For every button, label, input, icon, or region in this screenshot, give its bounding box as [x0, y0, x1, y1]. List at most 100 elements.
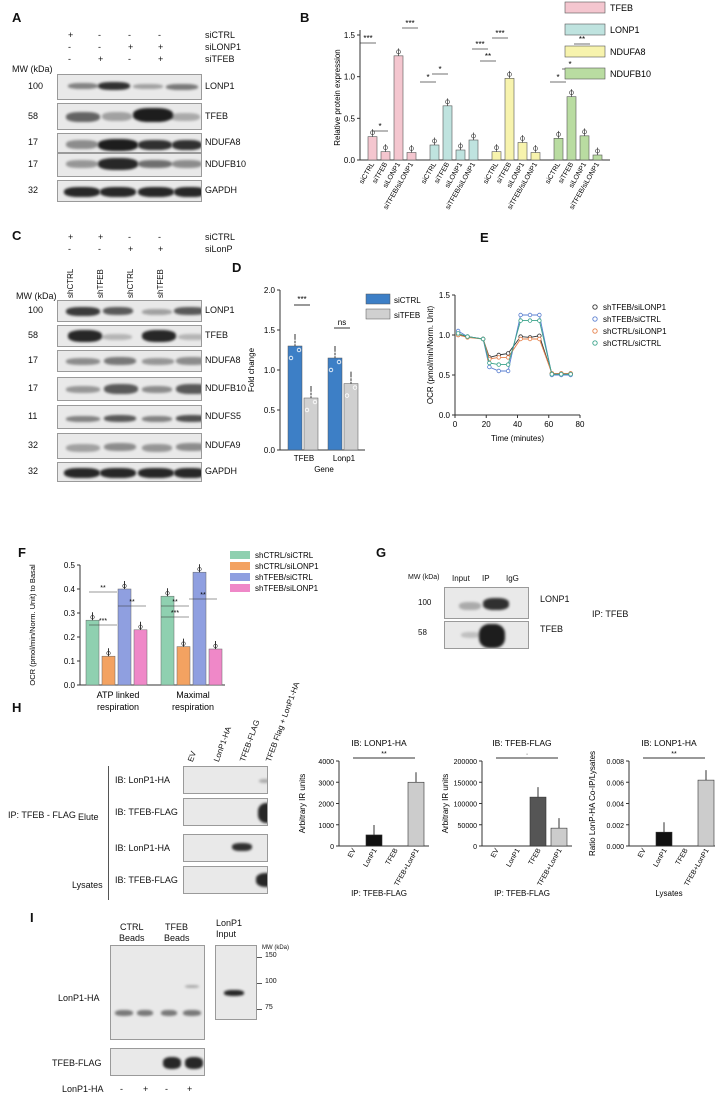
y-tick-label: 3000 — [318, 780, 334, 787]
sign-mark: - — [98, 244, 101, 254]
blot-band — [174, 307, 201, 315]
legend-swatch — [564, 45, 606, 58]
y-tick-label: 0.3 — [64, 609, 76, 618]
y-tick-label: 2000 — [318, 802, 334, 809]
legend-swatch — [230, 584, 250, 592]
sig-label: * — [378, 122, 381, 131]
data-point — [312, 399, 318, 405]
data-point — [537, 318, 542, 323]
sig-label: ** — [579, 35, 585, 44]
row-label: siCTRL — [205, 232, 236, 242]
sign-mark: - — [128, 54, 131, 64]
blot-band — [185, 1057, 203, 1069]
blot-band — [100, 187, 136, 197]
legend-label: shTFEB/siCTRL — [603, 315, 661, 324]
bar — [553, 138, 564, 161]
sign-mark: + — [128, 244, 134, 254]
x-tick-label: LonP1 — [363, 847, 379, 868]
sign-mark: - — [165, 1084, 168, 1094]
legend-marker — [592, 304, 598, 310]
blot-band — [461, 632, 481, 638]
input-label: Input — [216, 929, 237, 939]
data-point — [520, 136, 525, 141]
blot-band — [104, 443, 136, 451]
blot-band — [172, 160, 201, 168]
blot-band — [66, 160, 98, 168]
mw-value: 100 — [418, 598, 432, 607]
blot-band — [142, 386, 172, 393]
legend-label: LONP1 — [610, 25, 640, 35]
x-axis-label: Time (minutes) — [491, 434, 544, 443]
blot-band — [174, 468, 201, 478]
data-point — [292, 339, 298, 345]
data-point — [383, 145, 388, 150]
bar — [393, 55, 404, 161]
data-point — [496, 362, 501, 367]
mw-tick — [257, 957, 262, 958]
blot-band — [483, 598, 509, 610]
data-point — [348, 377, 354, 382]
data-point — [569, 90, 574, 95]
blot-band — [115, 1010, 133, 1016]
y-tick-label: 50000 — [458, 823, 478, 830]
mw-value: 58 — [28, 330, 39, 340]
mw-value: 58 — [418, 628, 427, 637]
blot-label: NDUFS5 — [205, 411, 242, 421]
bar — [504, 78, 515, 161]
sig-label: *** — [363, 34, 372, 43]
mw-tick — [257, 1009, 262, 1010]
data-point — [537, 312, 542, 318]
data-point — [505, 351, 511, 356]
bar — [343, 383, 359, 451]
data-point — [409, 146, 414, 151]
data-point — [527, 336, 533, 342]
blot-band — [104, 384, 138, 394]
blot-band — [174, 187, 201, 197]
panel-a-letter: A — [12, 10, 22, 25]
blot-band — [66, 386, 100, 393]
data-point — [332, 351, 338, 357]
y-axis-label: Arbitrary IR units — [298, 774, 307, 834]
mw-value: 17 — [28, 383, 39, 393]
bar — [133, 629, 148, 686]
blot-band — [479, 624, 505, 648]
sign-mark: + — [158, 42, 164, 52]
data-point — [138, 624, 143, 629]
blot-gapdh — [57, 180, 202, 202]
legend-label: siTFEB — [394, 311, 420, 320]
mw-value: 17 — [28, 159, 39, 169]
y-tick-label: 0.0 — [264, 446, 276, 455]
data-point — [352, 385, 358, 390]
mw-label: MW (kDa) — [16, 291, 57, 301]
blot-band — [459, 602, 481, 610]
mw-value: 75 — [265, 1004, 273, 1011]
data-point — [518, 312, 523, 318]
y-axis-label: Arbitrary IR units — [441, 774, 450, 834]
y-tick-label: 0.008 — [606, 759, 624, 766]
y-tick-label: 0.0 — [439, 411, 451, 420]
blot-tfeb — [57, 325, 202, 347]
panel-e-chart: 0.0 0.5 1.0 1.5 0 20 40 60 80 Time (minutes) OCR (… — [426, 291, 667, 443]
data-point — [197, 567, 202, 572]
chart-title: IB: LONP1-HA — [641, 738, 697, 748]
blot-band — [138, 468, 174, 478]
blot-lonp1 — [444, 587, 529, 619]
blot-h-1 — [183, 798, 268, 826]
data-point — [556, 132, 561, 137]
bar — [442, 105, 453, 161]
legend-label: shTFEB/siLONP1 — [255, 584, 319, 593]
y-tick-label: 0 — [330, 844, 334, 851]
blot-band — [64, 468, 100, 478]
sign-mark: + — [68, 232, 74, 242]
lane-label: shTFEB — [156, 269, 165, 298]
bar — [429, 144, 440, 161]
blot-band — [66, 307, 100, 316]
bar — [407, 781, 425, 847]
blot-label: TFEB-FLAG — [52, 1058, 102, 1068]
data-point — [396, 49, 401, 55]
blot-label: NDUFA8 — [205, 355, 241, 365]
legend-label: shTFEB/siLONP1 — [603, 303, 667, 312]
x-tick-label: EV — [637, 847, 648, 859]
data-point — [505, 368, 511, 374]
y-axis-label: OCR (pmol/min/Norm. Unit) — [426, 306, 435, 405]
